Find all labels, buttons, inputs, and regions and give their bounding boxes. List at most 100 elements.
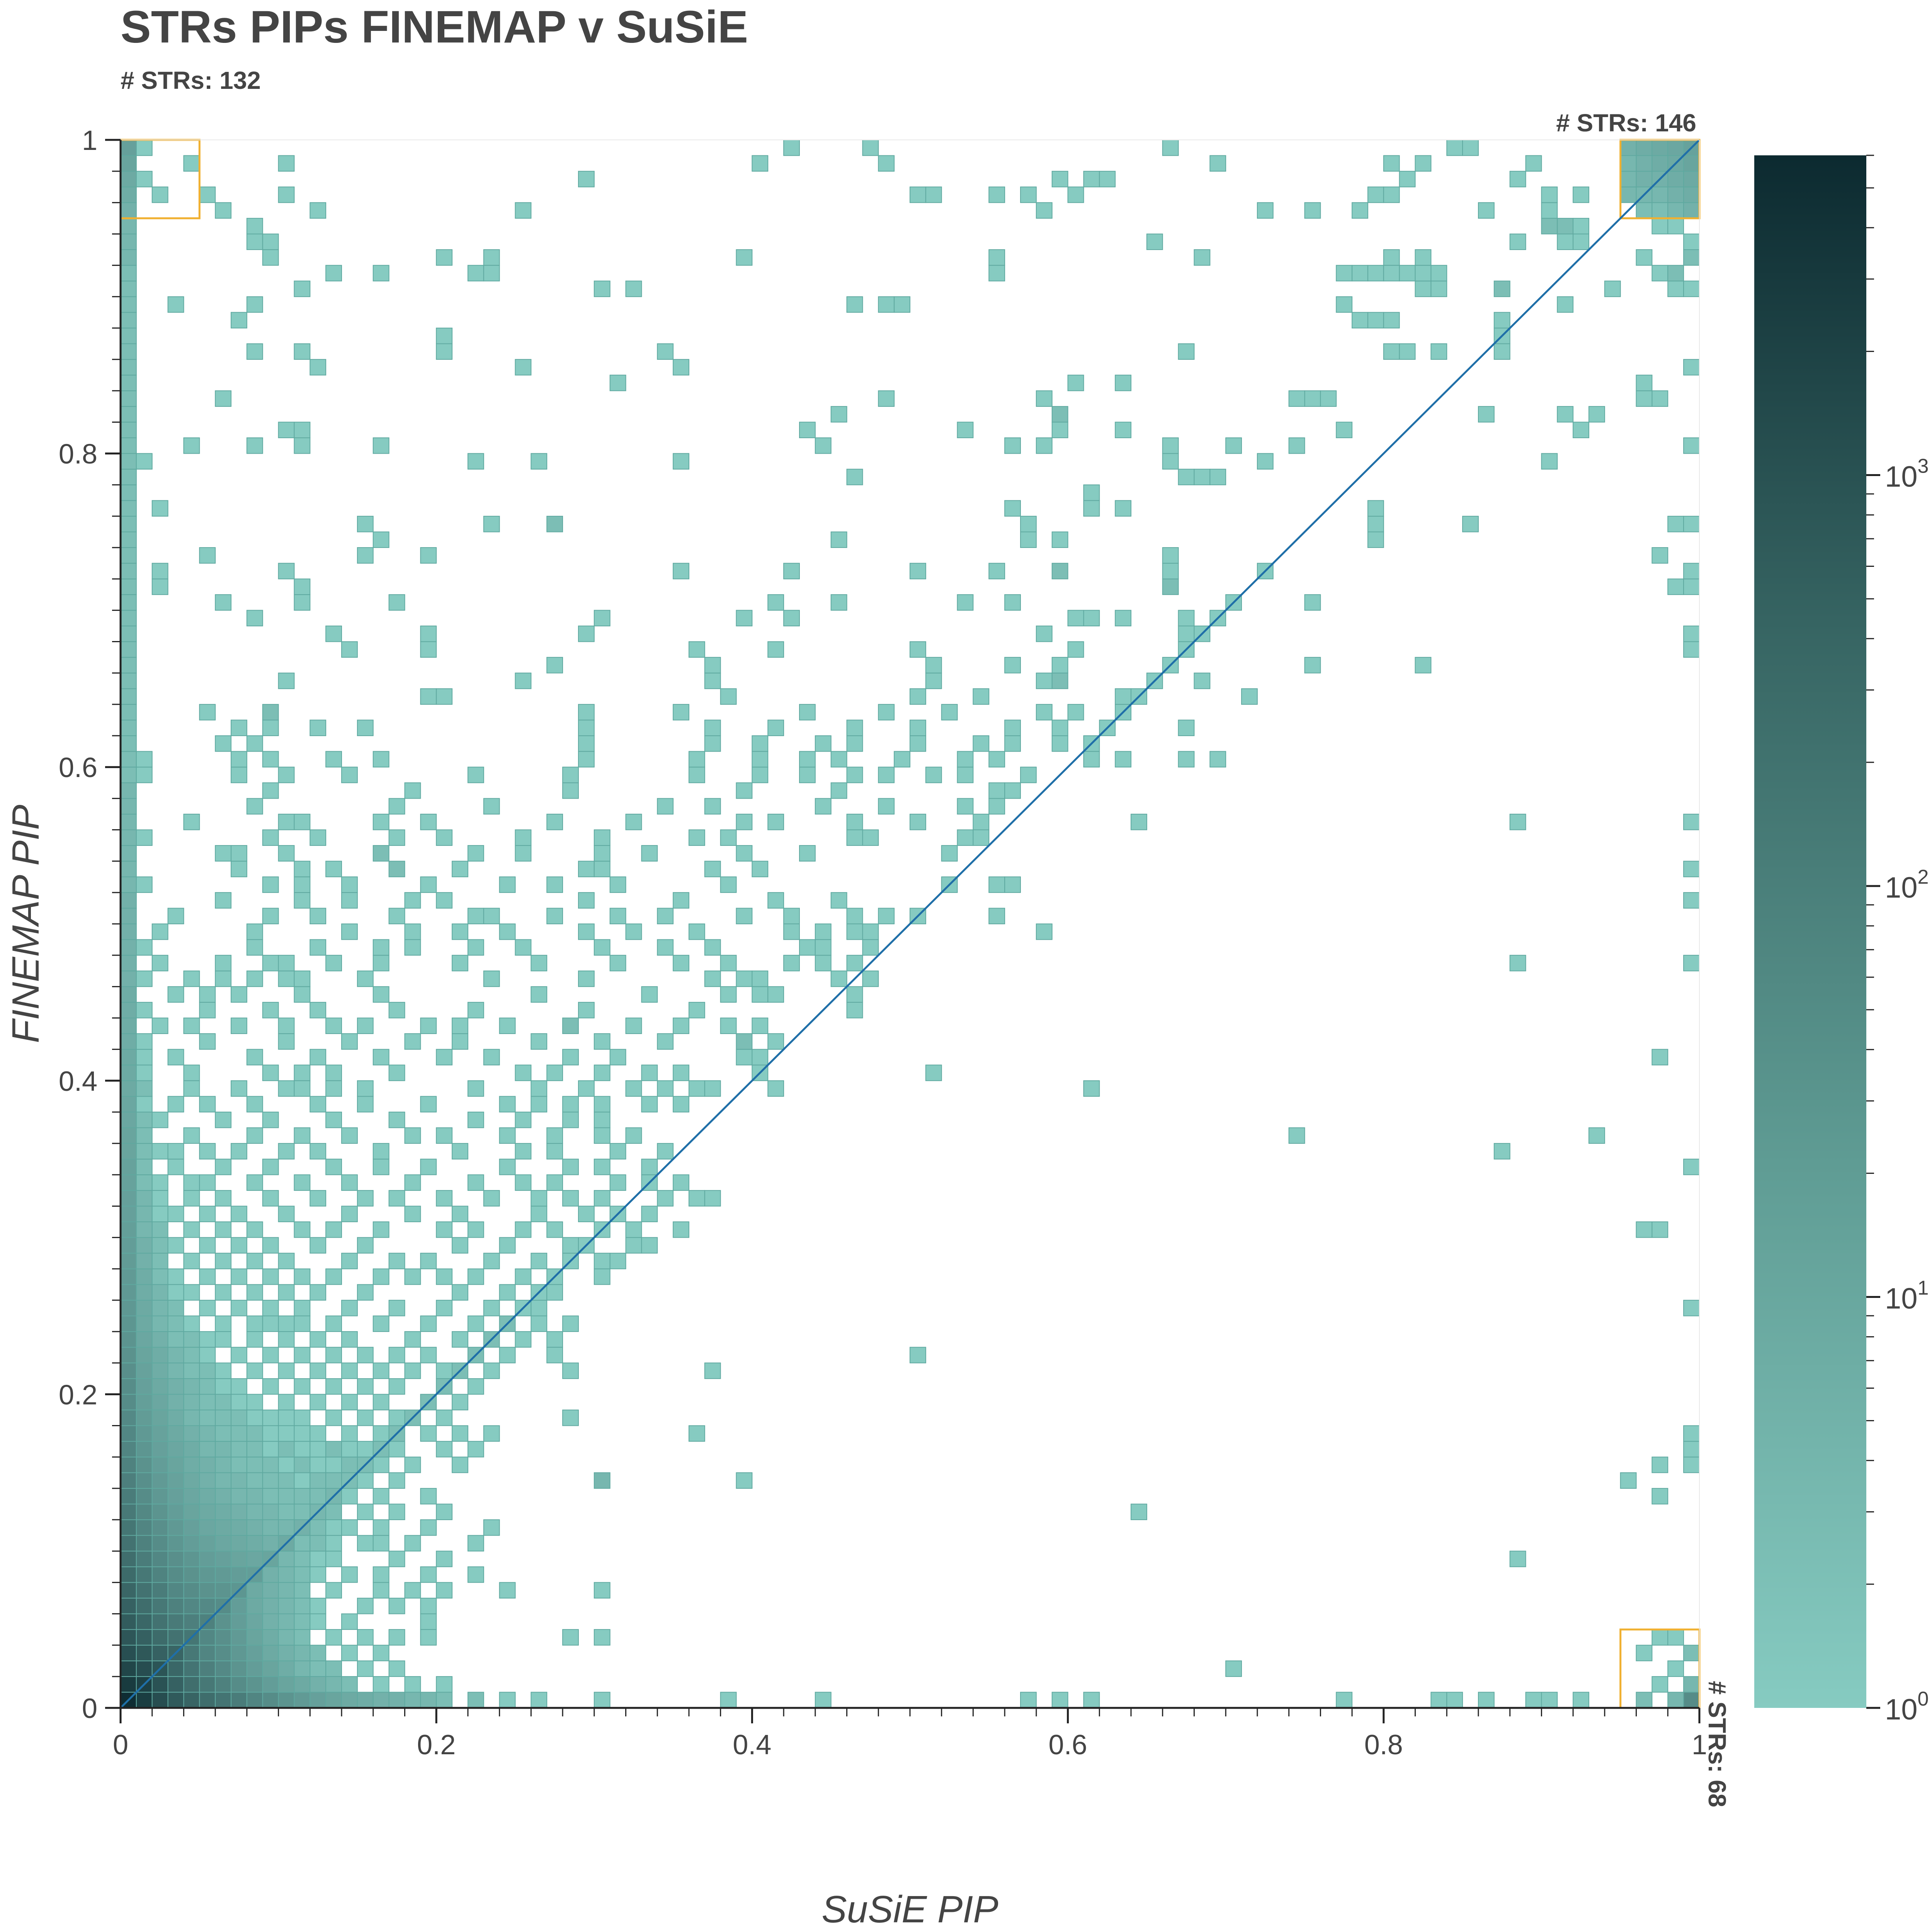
heatmap-cell <box>199 1002 216 1019</box>
heatmap-cell <box>546 908 563 924</box>
heatmap-cell <box>231 719 247 736</box>
heatmap-cell <box>467 1566 484 1583</box>
heatmap-cell <box>294 1425 311 1442</box>
heatmap-cell <box>1051 422 1068 439</box>
heatmap-cell <box>215 1488 232 1505</box>
heatmap-cell <box>1067 610 1084 626</box>
heatmap-cell <box>752 986 769 1003</box>
heatmap-cell <box>1004 876 1021 893</box>
heatmap-cell <box>830 751 847 768</box>
heatmap-cell <box>388 1409 405 1426</box>
heatmap-cell <box>341 1033 358 1050</box>
heatmap-cell <box>136 1065 153 1081</box>
heatmap-cell <box>246 218 263 235</box>
heatmap-cell <box>294 1456 311 1473</box>
heatmap-cell <box>404 1535 421 1552</box>
heatmap-cell <box>183 1456 200 1473</box>
heatmap-cell <box>515 1331 532 1348</box>
heatmap-cell <box>673 892 689 909</box>
heatmap-cell <box>830 406 847 423</box>
heatmap-cell <box>151 1503 168 1520</box>
heatmap-cell <box>120 500 137 517</box>
heatmap-cell <box>310 1190 327 1207</box>
heatmap-cell <box>120 1582 137 1599</box>
heatmap-cell <box>199 1551 216 1567</box>
heatmap-cell <box>215 390 232 407</box>
heatmap-cell <box>310 1566 327 1583</box>
heatmap-cell <box>151 1221 168 1238</box>
heatmap-cell <box>136 876 153 893</box>
heatmap-cell <box>1383 186 1400 203</box>
heatmap-cell <box>199 1425 216 1442</box>
heatmap-cell <box>120 1190 137 1207</box>
heatmap-cell <box>262 1347 279 1364</box>
heatmap-cell <box>452 861 468 878</box>
heatmap-cell <box>136 1425 153 1442</box>
heatmap-cell <box>436 343 453 360</box>
heatmap-cell <box>215 1394 232 1410</box>
heatmap-cell <box>388 908 405 924</box>
heatmap-cell <box>231 1613 247 1630</box>
heatmap-cell <box>120 390 137 407</box>
heatmap-cell <box>325 1660 342 1677</box>
heatmap-cell <box>1383 249 1400 266</box>
heatmap-cell <box>404 1456 421 1473</box>
heatmap-cell <box>1004 500 1021 517</box>
heatmap-cell <box>1115 751 1132 768</box>
heatmap-cell <box>420 625 437 642</box>
heatmap-cell <box>120 359 137 376</box>
heatmap-cell <box>467 1174 484 1191</box>
heatmap-cell <box>1051 563 1068 580</box>
heatmap-cell <box>1683 359 1700 376</box>
heatmap-cell <box>1051 406 1068 423</box>
heatmap-cell <box>388 1299 405 1316</box>
heatmap-cell <box>1636 155 1653 172</box>
heatmap-cell <box>120 1472 137 1489</box>
heatmap-cell <box>1509 1551 1526 1567</box>
heatmap-cell <box>910 719 926 736</box>
heatmap-cell <box>846 923 863 940</box>
heatmap-cell <box>1241 688 1258 705</box>
heatmap-cell <box>862 829 879 846</box>
heatmap-cell <box>1683 1425 1700 1442</box>
heatmap-cell <box>846 813 863 830</box>
heatmap-cell <box>120 782 137 799</box>
heatmap-cell <box>136 1597 153 1614</box>
heatmap-cell <box>1667 1629 1684 1646</box>
heatmap-cell <box>1683 813 1700 830</box>
heatmap-cell <box>215 1535 232 1552</box>
heatmap-cell <box>120 1002 137 1019</box>
heatmap-cell <box>151 1676 168 1693</box>
heatmap-cell <box>262 1503 279 1520</box>
plot-area <box>119 139 1701 1709</box>
heatmap-cell <box>1162 547 1179 564</box>
heatmap-cell <box>310 1597 327 1614</box>
heatmap-cell <box>151 578 168 595</box>
heatmap-cell <box>120 688 137 705</box>
heatmap-cell <box>215 202 232 219</box>
heatmap-cell <box>1651 1456 1668 1473</box>
heatmap-cell <box>1683 563 1700 580</box>
heatmap-cell <box>325 265 342 282</box>
heatmap-cell <box>325 1111 342 1128</box>
heatmap-cell <box>1020 186 1037 203</box>
heatmap-cell <box>278 1331 295 1348</box>
heatmap-cell <box>1683 437 1700 454</box>
heatmap-cell <box>167 1551 184 1567</box>
heatmap-cell <box>246 1331 263 1348</box>
heatmap-cell <box>657 798 674 815</box>
heatmap-cell <box>1557 218 1574 235</box>
heatmap-cell <box>515 202 532 219</box>
heatmap-cell <box>641 986 658 1003</box>
chart-subtitle: # STRs: 132 <box>121 66 261 94</box>
heatmap-cell <box>151 1378 168 1395</box>
heatmap-cell <box>325 1441 342 1458</box>
heatmap-cell <box>310 1660 327 1677</box>
heatmap-cell <box>310 1472 327 1489</box>
heatmap-cell <box>910 641 926 658</box>
heatmap-cell <box>546 1347 563 1364</box>
heatmap-cell <box>452 1237 468 1254</box>
heatmap-cell <box>278 1597 295 1614</box>
heatmap-cell <box>262 1488 279 1505</box>
heatmap-cell <box>941 704 958 721</box>
